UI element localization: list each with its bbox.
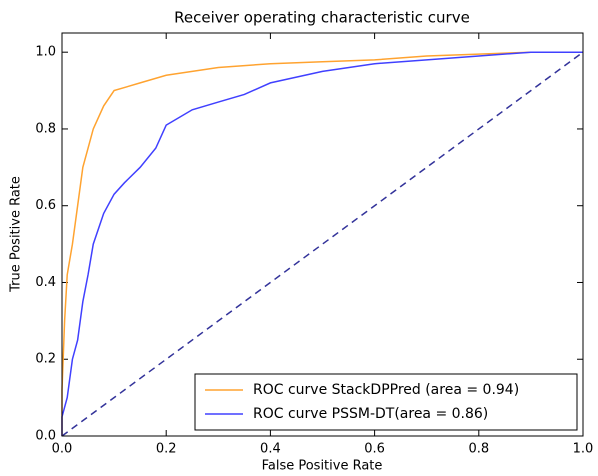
x-tick-label: 0.6 bbox=[364, 442, 385, 457]
y-tick-label: 0.8 bbox=[35, 121, 56, 136]
x-tick-label: 1.0 bbox=[573, 442, 594, 457]
chart-title: Receiver operating characteristic curve bbox=[174, 9, 470, 27]
y-tick-label: 0.4 bbox=[35, 275, 56, 290]
legend-box bbox=[194, 373, 578, 431]
legend-label: ROC curve StackDPPred (area = 0.94) bbox=[253, 382, 519, 398]
x-tick-label: 0.2 bbox=[156, 442, 177, 457]
plot-frame bbox=[61, 32, 584, 437]
legend-label: ROC curve PSSM-DT(area = 0.86) bbox=[253, 406, 488, 422]
x-tick-label: 0.8 bbox=[468, 442, 489, 457]
y-tick-label: 0.2 bbox=[35, 352, 56, 367]
roc-line bbox=[61, 51, 583, 436]
roc-line bbox=[61, 51, 583, 436]
y-tick-label: 1.0 bbox=[35, 45, 56, 60]
x-axis-label: False Positive Rate bbox=[262, 459, 383, 474]
y-axis-label: True Positive Rate bbox=[9, 176, 24, 293]
y-tick-label: 0.6 bbox=[35, 198, 56, 213]
x-tick-label: 0.4 bbox=[260, 442, 281, 457]
x-tick-label: 0.0 bbox=[52, 442, 73, 457]
y-tick-label: 0.0 bbox=[35, 429, 56, 444]
